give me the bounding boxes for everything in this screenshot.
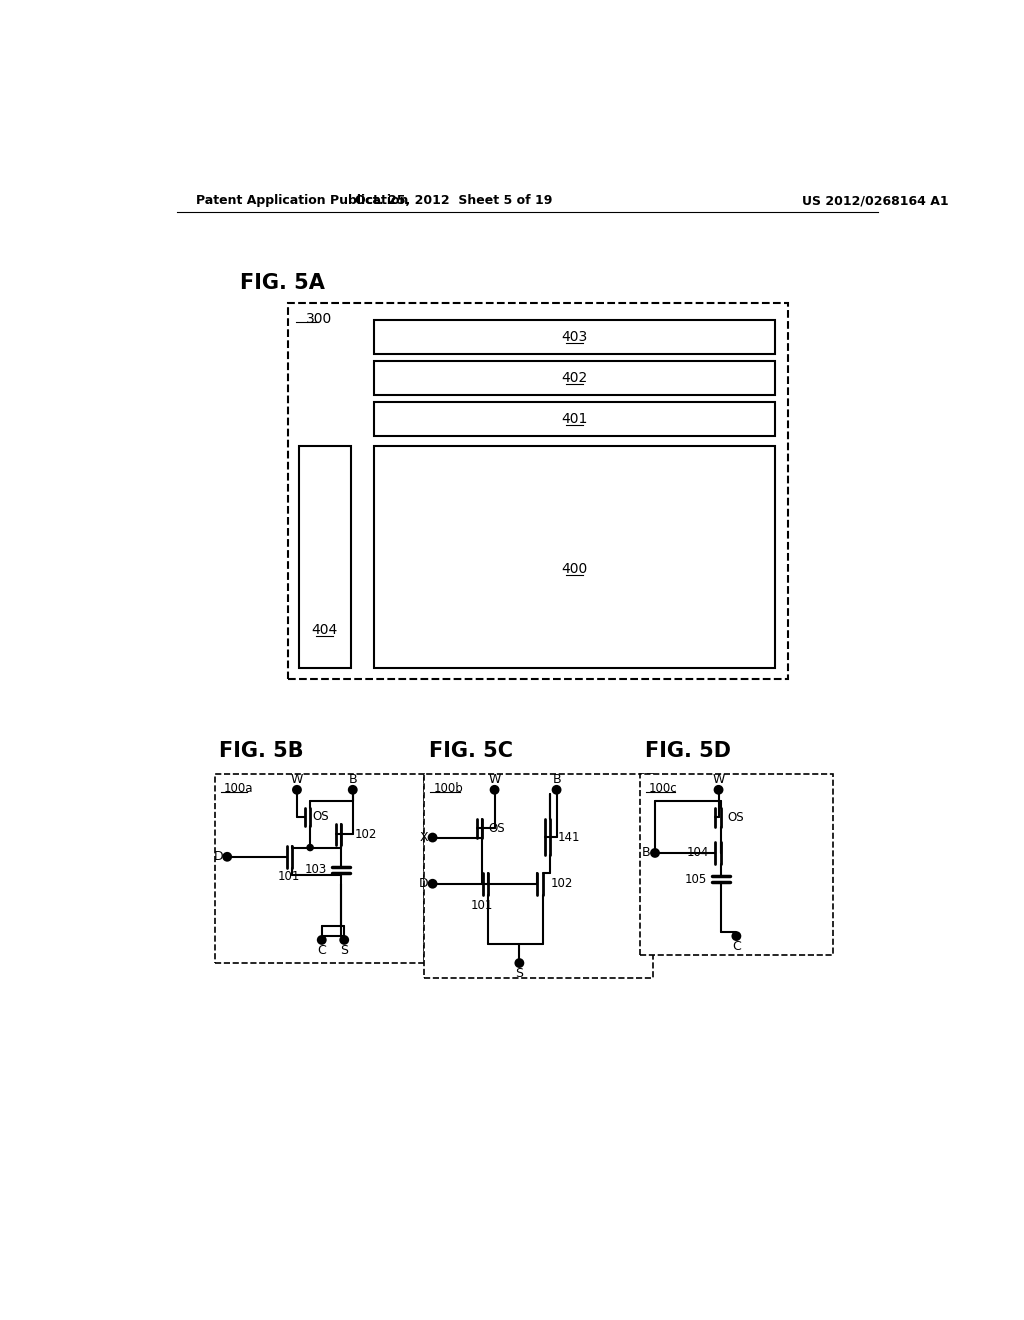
Circle shape (223, 853, 231, 861)
Text: 404: 404 (311, 623, 338, 636)
Text: W: W (488, 774, 501, 787)
Circle shape (732, 932, 740, 940)
Bar (289, 304, 788, 678)
Text: 101: 101 (278, 870, 300, 883)
Text: S: S (515, 968, 523, 981)
Text: W: W (291, 774, 303, 787)
Text: 300: 300 (305, 312, 332, 326)
Text: D: D (214, 850, 223, 863)
Text: 401: 401 (561, 412, 588, 425)
Text: FIG. 5C: FIG. 5C (429, 742, 513, 762)
Text: US 2012/0268164 A1: US 2012/0268164 A1 (802, 194, 949, 207)
Text: S: S (340, 944, 348, 957)
Text: Patent Application Publication: Patent Application Publication (197, 194, 409, 207)
Text: 100b: 100b (433, 781, 463, 795)
Text: OS: OS (488, 822, 505, 834)
Bar (215, 775, 424, 964)
Text: X: X (420, 832, 428, 843)
Text: OS: OS (727, 810, 743, 824)
Circle shape (349, 785, 356, 793)
Text: 101: 101 (471, 899, 494, 912)
Circle shape (651, 849, 658, 857)
Circle shape (307, 845, 313, 850)
Bar (375, 401, 775, 436)
Text: C: C (732, 940, 740, 953)
Text: 104: 104 (687, 846, 710, 859)
Text: 103: 103 (305, 863, 328, 876)
Bar (375, 446, 775, 668)
Circle shape (429, 880, 436, 887)
Circle shape (317, 936, 326, 944)
Circle shape (515, 960, 523, 968)
Circle shape (715, 785, 722, 793)
Text: OS: OS (312, 810, 329, 824)
Text: B: B (552, 774, 561, 787)
Text: W: W (713, 774, 725, 787)
Text: 100a: 100a (224, 781, 254, 795)
Text: B: B (348, 774, 357, 787)
Circle shape (340, 936, 348, 944)
Circle shape (553, 785, 560, 793)
Circle shape (293, 785, 301, 793)
Text: B: B (642, 846, 651, 859)
Text: FIG. 5D: FIG. 5D (645, 742, 731, 762)
Text: 403: 403 (561, 330, 588, 345)
Bar (375, 360, 775, 395)
Text: 100c: 100c (649, 781, 678, 795)
Text: 102: 102 (550, 878, 572, 890)
Text: 105: 105 (685, 873, 707, 886)
Text: C: C (317, 944, 326, 957)
Text: D: D (419, 878, 429, 890)
Bar (640, 775, 834, 956)
Text: FIG. 5B: FIG. 5B (219, 742, 304, 762)
Text: 141: 141 (558, 830, 581, 843)
Text: 102: 102 (355, 828, 378, 841)
Text: Oct. 25, 2012  Sheet 5 of 19: Oct. 25, 2012 Sheet 5 of 19 (354, 194, 552, 207)
Circle shape (490, 785, 499, 793)
Text: 402: 402 (561, 371, 588, 385)
Bar (424, 775, 652, 978)
Bar (375, 321, 775, 354)
Text: FIG. 5A: FIG. 5A (241, 273, 326, 293)
Text: 400: 400 (561, 562, 588, 576)
Circle shape (429, 834, 436, 841)
Bar (299, 446, 351, 668)
